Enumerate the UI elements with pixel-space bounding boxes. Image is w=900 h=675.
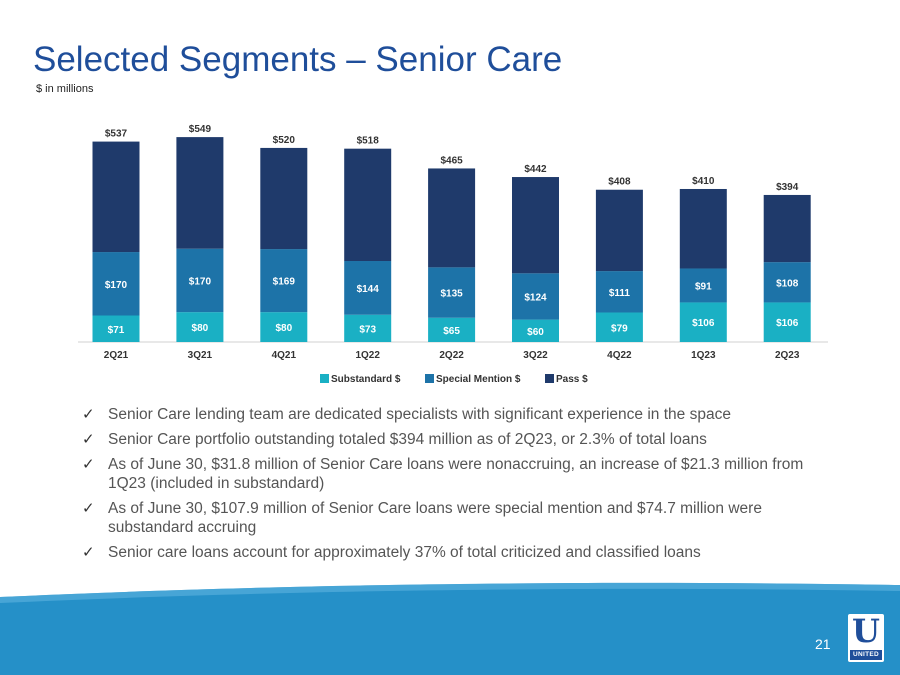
logo-u-icon: U — [852, 612, 880, 650]
bar-segment-pass — [679, 188, 727, 269]
x-tick-label: 3Q22 — [523, 350, 548, 361]
bar-segment-substandard — [512, 319, 559, 342]
x-tick-label: 2Q21 — [104, 350, 129, 361]
bar-value-label: $124 — [524, 292, 547, 303]
bar-value-label: $80 — [275, 323, 292, 334]
bar-value-label: $106 — [692, 318, 715, 329]
footer-wave — [0, 582, 900, 675]
bar-value-label: $170 — [105, 280, 128, 291]
bar-segment-pass — [344, 148, 392, 262]
checkmark-icon: ✓ — [82, 500, 95, 517]
bar-segment-pass — [176, 137, 224, 249]
bar-total-label: $518 — [357, 136, 380, 147]
bullet-text: Senior care loans account for approximat… — [108, 544, 701, 561]
bar-segment-special-mention — [260, 249, 308, 313]
bullet-text: As of June 30, $107.9 million of Senior … — [108, 500, 762, 536]
bar-segment-pass — [763, 194, 811, 263]
bar-segment-substandard — [92, 315, 140, 342]
bar-total-label: $442 — [524, 164, 547, 175]
x-tick-label: 1Q23 — [691, 350, 716, 361]
bullet-text: As of June 30, $31.8 million of Senior C… — [108, 456, 804, 492]
bar-segment-pass — [595, 189, 643, 272]
bullet-item: ✓ As of June 30, $31.8 million of Senior … — [82, 455, 842, 493]
bar-segment-pass — [428, 168, 476, 268]
bar-total-label: $520 — [273, 135, 296, 146]
bullet-item: ✓ As of June 30, $107.9 million of Senior… — [82, 499, 842, 537]
bar-segment-special-mention — [679, 268, 727, 303]
bar-value-label: $108 — [776, 278, 799, 289]
bar-segment-substandard — [428, 317, 476, 342]
page-number: 21 — [815, 636, 831, 652]
bar-segment-special-mention — [595, 271, 643, 313]
bullet-text: Senior Care lending team are dedicated s… — [108, 406, 731, 423]
bullet-list: ✓ Senior Care lending team are dedicated … — [82, 405, 842, 568]
bar-segment-special-mention — [92, 252, 140, 316]
bar-value-label: $135 — [440, 289, 463, 300]
bar-segment-substandard — [595, 312, 643, 342]
bar-value-label: $106 — [776, 318, 799, 329]
checkmark-icon: ✓ — [82, 431, 95, 448]
bullet-item: ✓ Senior Care lending team are dedicated … — [82, 405, 842, 424]
bar-value-label: $71 — [108, 325, 125, 336]
bar-segment-special-mention — [428, 267, 476, 318]
logo-wordmark: UNITED — [850, 650, 882, 660]
bar-value-label: $79 — [611, 323, 628, 334]
bar-total-label: $408 — [608, 177, 631, 188]
bar-segment-substandard — [176, 312, 224, 342]
page-title: Selected Segments – Senior Care — [33, 40, 563, 79]
x-tick-label: 4Q21 — [272, 350, 297, 361]
bar-total-label: $465 — [440, 155, 463, 166]
bar-total-label: $549 — [189, 124, 212, 135]
bar-segment-pass — [92, 141, 140, 253]
bar-value-label: $169 — [273, 277, 296, 288]
united-logo: U UNITED — [848, 612, 884, 662]
legend-swatch — [320, 374, 329, 383]
bullet-item: ✓ Senior Care portfolio outstanding total… — [82, 430, 842, 449]
bar-segment-pass — [512, 177, 559, 274]
bar-value-label: $65 — [443, 326, 460, 337]
bar-segment-special-mention — [176, 248, 224, 313]
checkmark-icon: ✓ — [82, 456, 95, 473]
x-tick-label: 3Q21 — [188, 350, 213, 361]
bar-segment-substandard — [763, 302, 811, 342]
checkmark-icon: ✓ — [82, 544, 95, 561]
bullet-text: Senior Care portfolio outstanding totale… — [108, 431, 707, 448]
x-tick-label: 1Q22 — [355, 350, 380, 361]
bullet-item: ✓ Senior care loans account for approxima… — [82, 543, 842, 562]
bar-segment-pass — [260, 147, 308, 250]
legend-label: Special Mention $ — [436, 374, 521, 385]
x-tick-label: 2Q22 — [439, 350, 464, 361]
legend-label: Pass $ — [556, 374, 588, 385]
bar-value-label: $111 — [609, 288, 631, 299]
bar-value-label: $73 — [359, 324, 376, 335]
bar-value-label: $144 — [357, 284, 380, 295]
x-tick-label: 2Q23 — [775, 350, 800, 361]
legend-label: Substandard $ — [331, 374, 401, 385]
bar-value-label: $80 — [192, 323, 209, 334]
x-tick-label: 4Q22 — [607, 350, 632, 361]
bar-total-label: $410 — [692, 176, 715, 187]
bar-segment-substandard — [260, 312, 308, 342]
legend-swatch — [425, 374, 434, 383]
bar-total-label: $394 — [776, 182, 799, 193]
bar-segment-special-mention — [344, 261, 392, 315]
bar-value-label: $91 — [695, 281, 712, 292]
bar-segment-substandard — [679, 302, 727, 342]
bar-segment-special-mention — [512, 273, 559, 320]
stacked-bar-chart: $71 $170 $537 2Q21 $80 $170 $549 3Q21 $80 $169 $52… — [78, 124, 828, 385]
units-subtitle: $ in millions — [36, 83, 94, 95]
legend-swatch — [545, 374, 554, 383]
bar-segment-special-mention — [763, 262, 811, 303]
bar-total-label: $537 — [105, 129, 128, 140]
bar-value-label: $60 — [527, 327, 544, 338]
checkmark-icon: ✓ — [82, 406, 95, 423]
bar-value-label: $170 — [189, 276, 212, 287]
bar-segment-substandard — [344, 314, 392, 342]
